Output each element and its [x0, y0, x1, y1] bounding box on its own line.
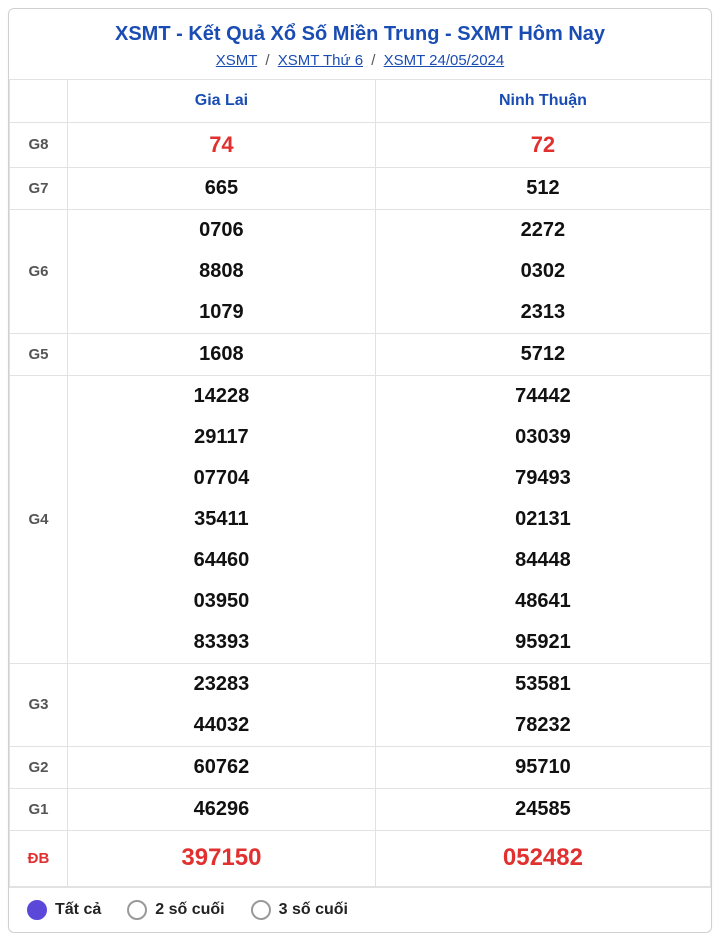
radio-icon [27, 900, 47, 920]
lottery-number: 95710 [376, 747, 710, 788]
prize-label: G3 [10, 663, 68, 746]
lottery-number: 46296 [68, 789, 375, 830]
filter-label: 3 số cuối [279, 901, 348, 919]
table-row: G7665512 [10, 167, 711, 209]
table-row: G323283440325358178232 [10, 663, 711, 746]
lottery-number: 03039 [376, 417, 710, 458]
lottery-number: 0302 [376, 251, 710, 292]
table-row: G6070688081079227203022313 [10, 209, 711, 333]
results-table: Gia Lai Ninh Thuận G87472G7665512G607068… [9, 79, 711, 887]
lottery-number: 35411 [68, 499, 375, 540]
province-head-1: Gia Lai [68, 80, 376, 123]
lottery-number: 23283 [68, 664, 375, 705]
lottery-number: 72 [376, 123, 710, 167]
card-header: XSMT - Kết Quả Xổ Số Miền Trung - SXMT H… [9, 9, 711, 79]
prize-label: G5 [10, 333, 68, 375]
filter-option[interactable]: 3 số cuối [251, 900, 348, 920]
table-row: G14629624585 [10, 788, 711, 830]
prize-cell: 052482 [375, 830, 710, 886]
prize-cell: 1608 [68, 333, 376, 375]
prize-cell: 227203022313 [375, 209, 710, 333]
filter-option[interactable]: 2 số cuối [127, 900, 224, 920]
radio-icon [251, 900, 271, 920]
filter-label: 2 số cuối [155, 901, 224, 919]
breadcrumb-sep: / [371, 52, 375, 69]
prize-cell: 74 [68, 123, 376, 168]
prize-cell: 46296 [68, 788, 376, 830]
lottery-number: 665 [68, 168, 375, 209]
table-row: G414228291170770435411644600395083393744… [10, 375, 711, 663]
lottery-number: 8808 [68, 251, 375, 292]
lottery-number: 512 [376, 168, 710, 209]
lottery-number: 07704 [68, 458, 375, 499]
filter-option[interactable]: Tất cả [27, 900, 101, 920]
lottery-number: 1608 [68, 334, 375, 375]
province-head-2: Ninh Thuận [375, 80, 710, 123]
breadcrumb-link-2[interactable]: XSMT Thứ 6 [278, 52, 363, 69]
page-title: XSMT - Kết Quả Xổ Số Miền Trung - SXMT H… [19, 23, 701, 46]
breadcrumb-link-1[interactable]: XSMT [216, 52, 257, 69]
filter-bar: Tất cả 2 số cuối 3 số cuối [9, 887, 711, 932]
prize-cell: 95710 [375, 746, 710, 788]
lottery-number: 64460 [68, 540, 375, 581]
prize-cell: 72 [375, 123, 710, 168]
lottery-number: 0706 [68, 210, 375, 251]
radio-icon [127, 900, 147, 920]
lottery-number: 79493 [376, 458, 710, 499]
prize-label: G2 [10, 746, 68, 788]
prize-label: G1 [10, 788, 68, 830]
lottery-number: 74 [68, 123, 375, 167]
lottery-number: 5712 [376, 334, 710, 375]
breadcrumb-link-3[interactable]: XSMT 24/05/2024 [384, 52, 505, 69]
prize-label: ĐB [10, 830, 68, 886]
prize-cell: 74442030397949302131844484864195921 [375, 375, 710, 663]
lottery-number: 03950 [68, 581, 375, 622]
filter-label: Tất cả [55, 901, 101, 919]
lottery-card: XSMT - Kết Quả Xổ Số Miền Trung - SXMT H… [8, 8, 712, 933]
prize-cell: 397150 [68, 830, 376, 886]
lottery-number: 02131 [376, 499, 710, 540]
table-row: G516085712 [10, 333, 711, 375]
lottery-number: 2272 [376, 210, 710, 251]
prize-cell: 665 [68, 167, 376, 209]
prize-cell: 2328344032 [68, 663, 376, 746]
lottery-number: 052482 [376, 831, 710, 886]
prize-label: G6 [10, 209, 68, 333]
prize-cell: 14228291170770435411644600395083393 [68, 375, 376, 663]
lottery-number: 24585 [376, 789, 710, 830]
breadcrumb-sep: / [265, 52, 269, 69]
table-row: ĐB397150052482 [10, 830, 711, 886]
lottery-number: 14228 [68, 376, 375, 417]
lottery-number: 60762 [68, 747, 375, 788]
lottery-number: 29117 [68, 417, 375, 458]
lottery-number: 78232 [376, 705, 710, 746]
lottery-number: 44032 [68, 705, 375, 746]
lottery-number: 53581 [376, 664, 710, 705]
prize-label: G8 [10, 123, 68, 168]
prize-cell: 60762 [68, 746, 376, 788]
lottery-number: 2313 [376, 292, 710, 333]
lottery-number: 95921 [376, 622, 710, 663]
lottery-number: 397150 [68, 831, 375, 886]
prize-cell: 070688081079 [68, 209, 376, 333]
lottery-number: 74442 [376, 376, 710, 417]
prize-cell: 5712 [375, 333, 710, 375]
breadcrumb: XSMT / XSMT Thứ 6 / XSMT 24/05/2024 [19, 52, 701, 69]
lottery-number: 1079 [68, 292, 375, 333]
prize-label: G4 [10, 375, 68, 663]
lottery-number: 83393 [68, 622, 375, 663]
prize-cell: 24585 [375, 788, 710, 830]
table-row: G26076295710 [10, 746, 711, 788]
table-row: G87472 [10, 123, 711, 168]
prize-cell: 512 [375, 167, 710, 209]
prize-label: G7 [10, 167, 68, 209]
lottery-number: 48641 [376, 581, 710, 622]
lottery-number: 84448 [376, 540, 710, 581]
prize-cell: 5358178232 [375, 663, 710, 746]
prize-column-head [10, 80, 68, 123]
